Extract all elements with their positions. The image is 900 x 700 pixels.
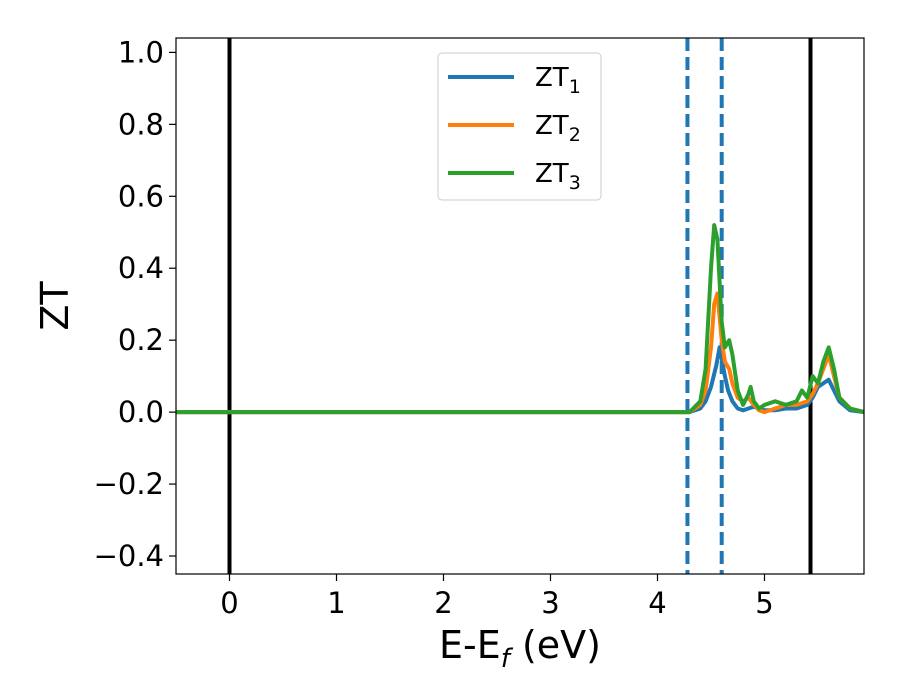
x-axis-label: E-Ef (eV): [439, 623, 601, 674]
y-tick-label-0: −0.4: [94, 539, 164, 573]
y-tick-label-3: 0.2: [118, 323, 164, 357]
x-tick-label-1: 1: [327, 586, 345, 620]
x-tick-label-2: 2: [434, 586, 452, 620]
y-axis-label: ZT: [33, 281, 77, 331]
y-axis: −0.4 −0.2 0.0 0.2 0.4 0.6 0.8 1.0: [94, 35, 176, 573]
y-tick-label-7: 1.0: [118, 35, 164, 69]
x-tick-label-3: 3: [541, 586, 559, 620]
y-tick-label-1: −0.2: [94, 467, 164, 501]
x-axis-label-main: E-E: [439, 623, 501, 667]
legend-label-1: ZT1: [535, 63, 581, 98]
y-tick-label-5: 0.6: [118, 179, 164, 213]
plot-frame: [175, 37, 865, 575]
series-line-3: [176, 223, 864, 415]
x-tick-label-4: 4: [648, 586, 666, 620]
y-tick-label-4: 0.4: [118, 251, 164, 285]
x-axis-label-tail: (eV): [510, 623, 601, 667]
x-axis: 0 1 2 3 4 5: [220, 574, 774, 620]
legend-label-2: ZT2: [535, 111, 581, 146]
legend: ZT1 ZT2 ZT3: [437, 52, 602, 201]
series-line-2: [176, 291, 864, 415]
y-tick-label-6: 0.8: [118, 107, 164, 141]
x-tick-label-0: 0: [220, 586, 238, 620]
legend-label-3: ZT3: [535, 159, 581, 194]
y-tick-label-2: 0.0: [118, 395, 164, 429]
legend-box: [437, 52, 602, 201]
x-tick-label-5: 5: [755, 586, 773, 620]
